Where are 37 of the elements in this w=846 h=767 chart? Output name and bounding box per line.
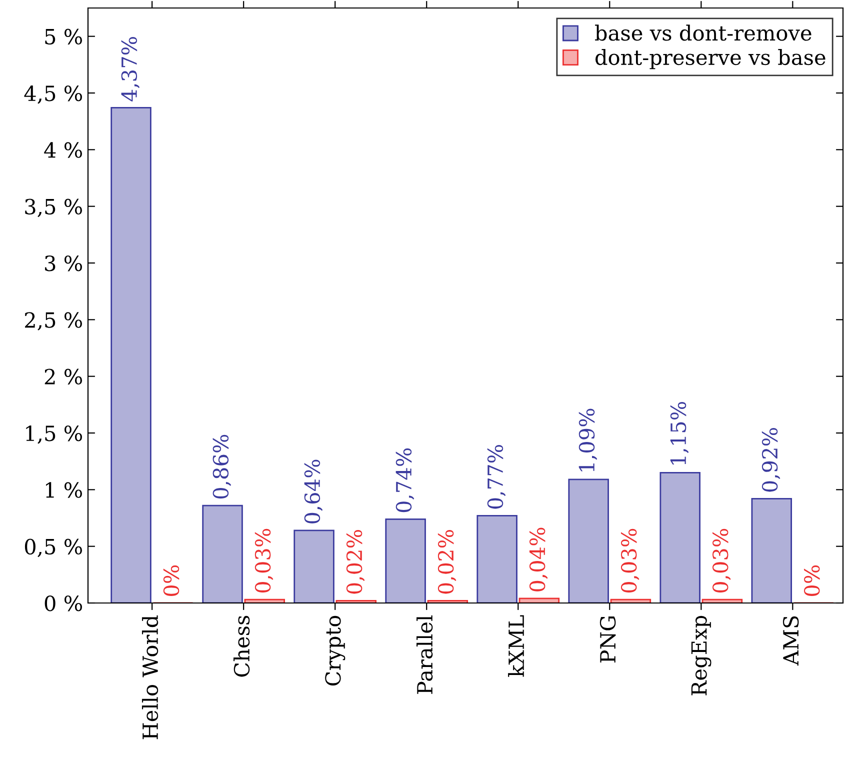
y-tick-label: 1,5 % (26, 425, 82, 444)
y-tick-label: 2 % (44, 368, 82, 385)
data-label: 0,02% (346, 530, 365, 594)
y-tick-label: 4,5 % (24, 85, 82, 104)
data-label: 0,64% (304, 460, 323, 524)
data-label: 0,02% (438, 530, 456, 594)
data-label: 0% (163, 565, 180, 596)
data-label: 0% (804, 565, 820, 596)
y-tick-label: 5 % (45, 28, 82, 45)
y-tick-label: 4 % (44, 142, 82, 158)
legend-label: base vs dont-remove (595, 24, 812, 41)
data-label: 0,03% (620, 528, 640, 593)
y-tick-label: 0 % (44, 595, 82, 612)
x-tick-label: RegExp (691, 616, 712, 696)
y-tick-label: 2,5 % (25, 312, 82, 330)
x-tick-label: Crypto (325, 616, 346, 686)
x-tick-label: Chess (233, 616, 250, 677)
data-label: 0,03% (712, 528, 731, 593)
y-tick-label: 3,5 % (25, 198, 82, 218)
data-label: 4,37% (121, 37, 140, 102)
y-tick-label: 1 % (46, 482, 82, 498)
x-tick-label: Hello World (142, 615, 158, 740)
data-label: 0,03% (254, 528, 274, 593)
x-tick-label: kXML (508, 615, 524, 677)
data-label: 1,15% (670, 402, 689, 464)
data-label: 1,09% (578, 408, 598, 472)
x-tick-label: PNG (600, 616, 616, 663)
legend-label: dont-preserve vs base (595, 48, 826, 70)
data-label: 0,86% (212, 434, 232, 498)
x-tick-label: Parallel (416, 615, 433, 694)
data-label: 0,77% (487, 445, 506, 509)
y-tick-label: 3 % (45, 255, 82, 272)
x-tick-label: AMS (782, 616, 799, 666)
data-label: 0,74% (396, 448, 414, 512)
y-tick-label: 0,5 % (24, 538, 82, 558)
data-label: 0,04% (529, 528, 548, 592)
data-label: 0,92% (762, 428, 780, 492)
